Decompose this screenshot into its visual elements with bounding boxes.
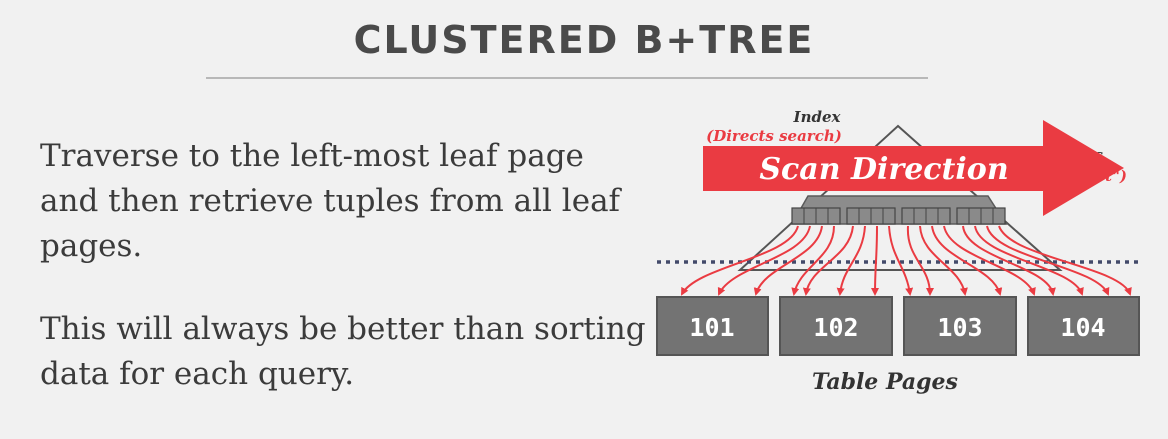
pointer-arrow (888, 225, 914, 296)
leaf-to-page-arrows (681, 225, 1132, 296)
pointer-arrow (919, 225, 968, 296)
paragraph-traverse: Traverse to the left-most leaf page and … (40, 138, 621, 264)
index-sublabel: (Directs search) (706, 127, 842, 145)
pointer-arrow (717, 225, 811, 296)
table-page-104: 104 (1027, 296, 1140, 356)
pointer-arrow (802, 225, 854, 296)
pointer-arrow (931, 225, 1003, 296)
scan-direction-arrow (703, 120, 1124, 216)
scan-direction-label: Scan Direction (759, 152, 1008, 187)
leaf-node (956, 207, 1006, 225)
leaf-nodes (791, 207, 1006, 225)
paragraph-better-than-sorting: This will always be better than sorting … (40, 311, 646, 392)
leaf-node (901, 207, 951, 225)
table-page-103: 103 (903, 296, 1017, 356)
pointer-arrow (836, 225, 866, 296)
pointer-arrow (998, 225, 1132, 296)
table-page-101: 101 (656, 296, 769, 356)
table-page-label: 103 (937, 313, 982, 342)
pointer-arrow (906, 225, 934, 296)
leaf-node (846, 207, 896, 225)
pointer-arrow (962, 225, 1056, 296)
pointer-arrow (986, 225, 1110, 296)
slide-title: CLUSTERED B+TREE (353, 18, 815, 62)
title-underline (206, 77, 928, 79)
table-page-label: 102 (813, 313, 858, 342)
table-pages: 101 102 103 104 (656, 296, 1140, 356)
table-pages-label: Table Pages (812, 369, 958, 395)
table-page-102: 102 (779, 296, 893, 356)
pointer-arrow (871, 225, 880, 296)
index-label: Index (793, 108, 842, 126)
table-page-label: 104 (1060, 313, 1105, 342)
table-page-label: 101 (689, 313, 734, 342)
pointer-arrow (681, 225, 799, 296)
pointer-arrow (974, 225, 1084, 296)
pointer-arrow (791, 225, 835, 296)
leaf-node (791, 207, 841, 225)
pointer-arrow (943, 225, 1036, 296)
pointer-arrow (753, 225, 823, 296)
